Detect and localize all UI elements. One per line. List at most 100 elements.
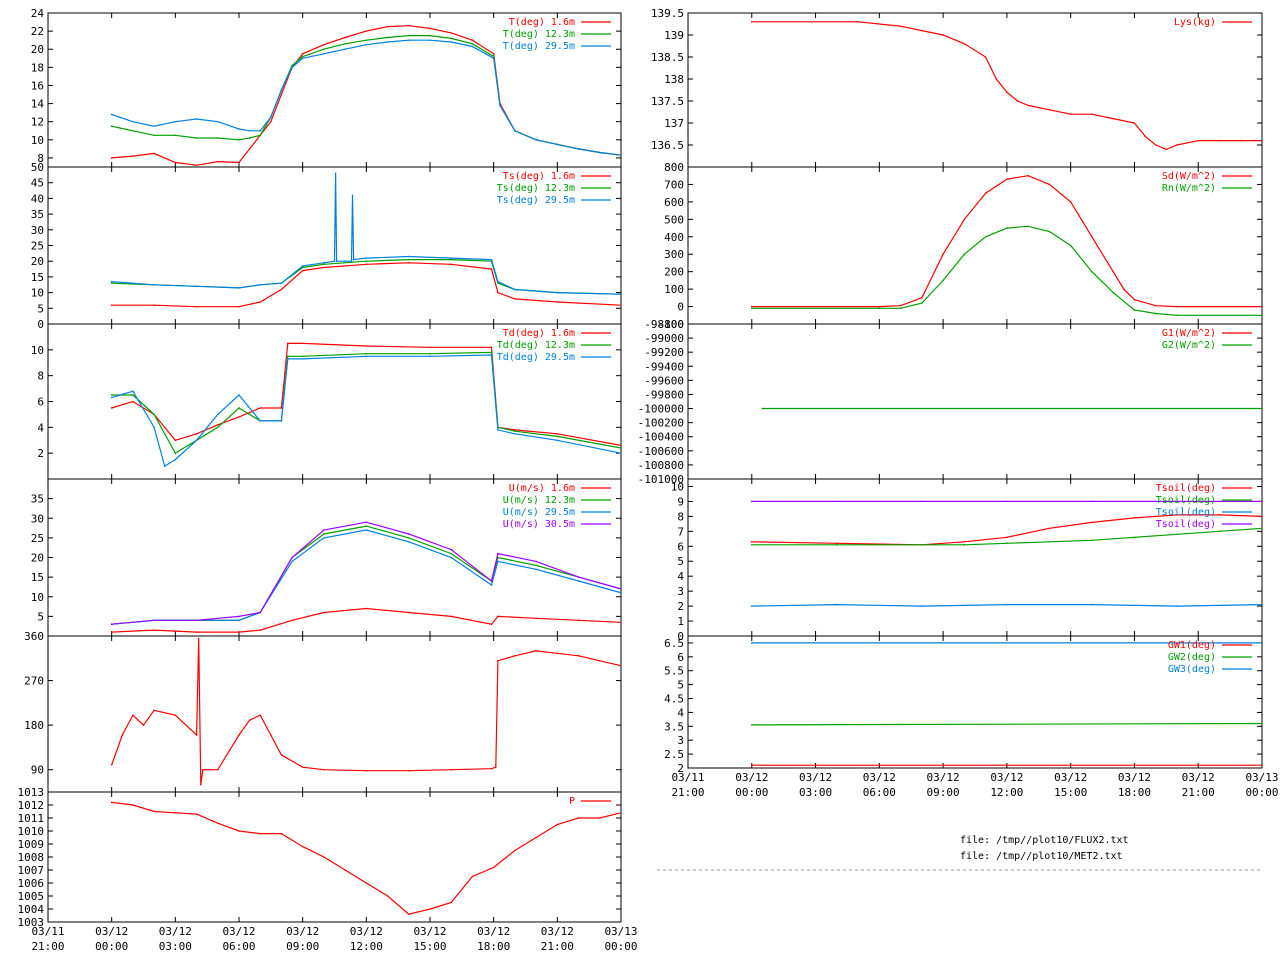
data-point bbox=[270, 734, 272, 736]
y-tick-label: 35 bbox=[31, 493, 44, 506]
data-point bbox=[963, 253, 966, 256]
data-point bbox=[259, 629, 262, 631]
data-point bbox=[450, 768, 453, 771]
data-point bbox=[153, 304, 155, 306]
data-point bbox=[1218, 514, 1221, 516]
data-point bbox=[153, 134, 155, 137]
data-point bbox=[1261, 314, 1262, 317]
data-point bbox=[335, 260, 338, 263]
data-point bbox=[216, 768, 219, 771]
y-tick-label: 600 bbox=[664, 196, 684, 209]
data-point bbox=[1261, 515, 1262, 518]
data-point bbox=[259, 134, 262, 137]
data-point bbox=[836, 543, 838, 546]
data-point bbox=[301, 766, 304, 769]
y-tick-label: 1008 bbox=[18, 851, 45, 864]
data-point bbox=[1048, 109, 1051, 111]
data-point bbox=[1261, 500, 1262, 503]
y-tick-label: 6 bbox=[677, 540, 684, 553]
data-point bbox=[450, 556, 453, 559]
y-tick-label: -100000 bbox=[638, 403, 684, 416]
data-point bbox=[238, 631, 240, 633]
y-tick-label: 700 bbox=[664, 178, 684, 191]
data-point bbox=[556, 435, 559, 438]
data-point bbox=[334, 172, 337, 175]
y-tick-label: 1 bbox=[677, 615, 684, 628]
data-point bbox=[407, 769, 410, 772]
y-tick-label: 4.5 bbox=[664, 693, 684, 706]
data-point bbox=[490, 584, 493, 586]
data-point bbox=[471, 43, 474, 45]
y-tick-label: 7 bbox=[677, 525, 684, 538]
data-point bbox=[323, 856, 325, 858]
legend-label: Td(deg) 12.3m bbox=[497, 340, 575, 351]
data-point bbox=[499, 104, 501, 107]
data-point bbox=[1069, 244, 1072, 247]
series-line-Ts-0 bbox=[111, 262, 621, 308]
y-tick-label: 1004 bbox=[18, 903, 45, 916]
data-point bbox=[429, 355, 431, 358]
data-point bbox=[1112, 270, 1114, 273]
legend-label: Rn(W/m^2) bbox=[1162, 183, 1216, 194]
panel-T: 8 10 12 14 16 18 20 22 24 T(deg) 1.6mT(deg) 12.3m… bbox=[31, 7, 622, 168]
y-tick-label: 300 bbox=[664, 248, 684, 261]
y-tick-label: 1011 bbox=[18, 812, 45, 825]
data-point bbox=[259, 714, 262, 717]
data-point bbox=[323, 529, 325, 531]
data-point bbox=[556, 823, 559, 826]
data-point bbox=[153, 619, 155, 622]
data-point bbox=[259, 611, 262, 614]
x-tick-date: 03/12 bbox=[541, 925, 574, 938]
y-tick-label: 8 bbox=[37, 152, 44, 165]
data-point bbox=[450, 263, 453, 266]
legend-label: T(deg) 1.6m bbox=[509, 17, 575, 28]
data-point bbox=[195, 631, 198, 633]
data-point bbox=[344, 48, 346, 51]
panel-frame bbox=[47, 635, 622, 793]
y-tick-label: 35 bbox=[31, 208, 44, 221]
series-group bbox=[750, 642, 1262, 767]
data-point bbox=[216, 423, 219, 426]
x-tick-date: 03/12 bbox=[1118, 771, 1151, 784]
data-point bbox=[514, 298, 516, 300]
data-point bbox=[750, 21, 753, 23]
data-point bbox=[450, 548, 453, 551]
data-point bbox=[450, 552, 453, 555]
data-point bbox=[899, 304, 902, 307]
y-tick-label: 5 bbox=[677, 555, 684, 568]
x-tick-date: 03/12 bbox=[286, 925, 319, 938]
data-point bbox=[1218, 139, 1221, 142]
data-point bbox=[1027, 104, 1029, 107]
data-point bbox=[174, 812, 177, 814]
data-point bbox=[1133, 536, 1136, 539]
data-point bbox=[1091, 603, 1093, 606]
y-tick-label: 2 bbox=[37, 447, 44, 460]
data-point bbox=[1006, 536, 1008, 539]
data-point bbox=[750, 500, 753, 503]
data-point bbox=[174, 120, 177, 123]
data-point bbox=[836, 542, 838, 545]
y-tick-label: 3 bbox=[677, 585, 684, 598]
data-point bbox=[1091, 539, 1093, 542]
data-point bbox=[492, 866, 495, 869]
data-point bbox=[238, 734, 240, 736]
series-group bbox=[110, 24, 621, 166]
data-point bbox=[514, 655, 516, 657]
y-tick-label: 10 bbox=[31, 591, 44, 604]
x-tick-date: 03/12 bbox=[799, 771, 832, 784]
data-point bbox=[351, 194, 354, 197]
data-point bbox=[1176, 305, 1178, 308]
y-tick-label: 4 bbox=[677, 570, 684, 583]
y-tick-label: 15 bbox=[31, 571, 44, 584]
data-point bbox=[836, 603, 838, 606]
data-point bbox=[750, 305, 753, 308]
y-tick-label: 15 bbox=[31, 271, 44, 284]
y-tick-label: 5.5 bbox=[664, 665, 684, 678]
data-point bbox=[153, 413, 155, 416]
data-point bbox=[333, 260, 336, 263]
data-point bbox=[450, 258, 453, 261]
panel-GW: 22.533.544.555.566.5 GW1(deg)GW2(deg)GW3(… bbox=[664, 635, 1263, 775]
data-point bbox=[197, 637, 200, 640]
data-point bbox=[1091, 270, 1093, 273]
data-point bbox=[577, 576, 580, 578]
